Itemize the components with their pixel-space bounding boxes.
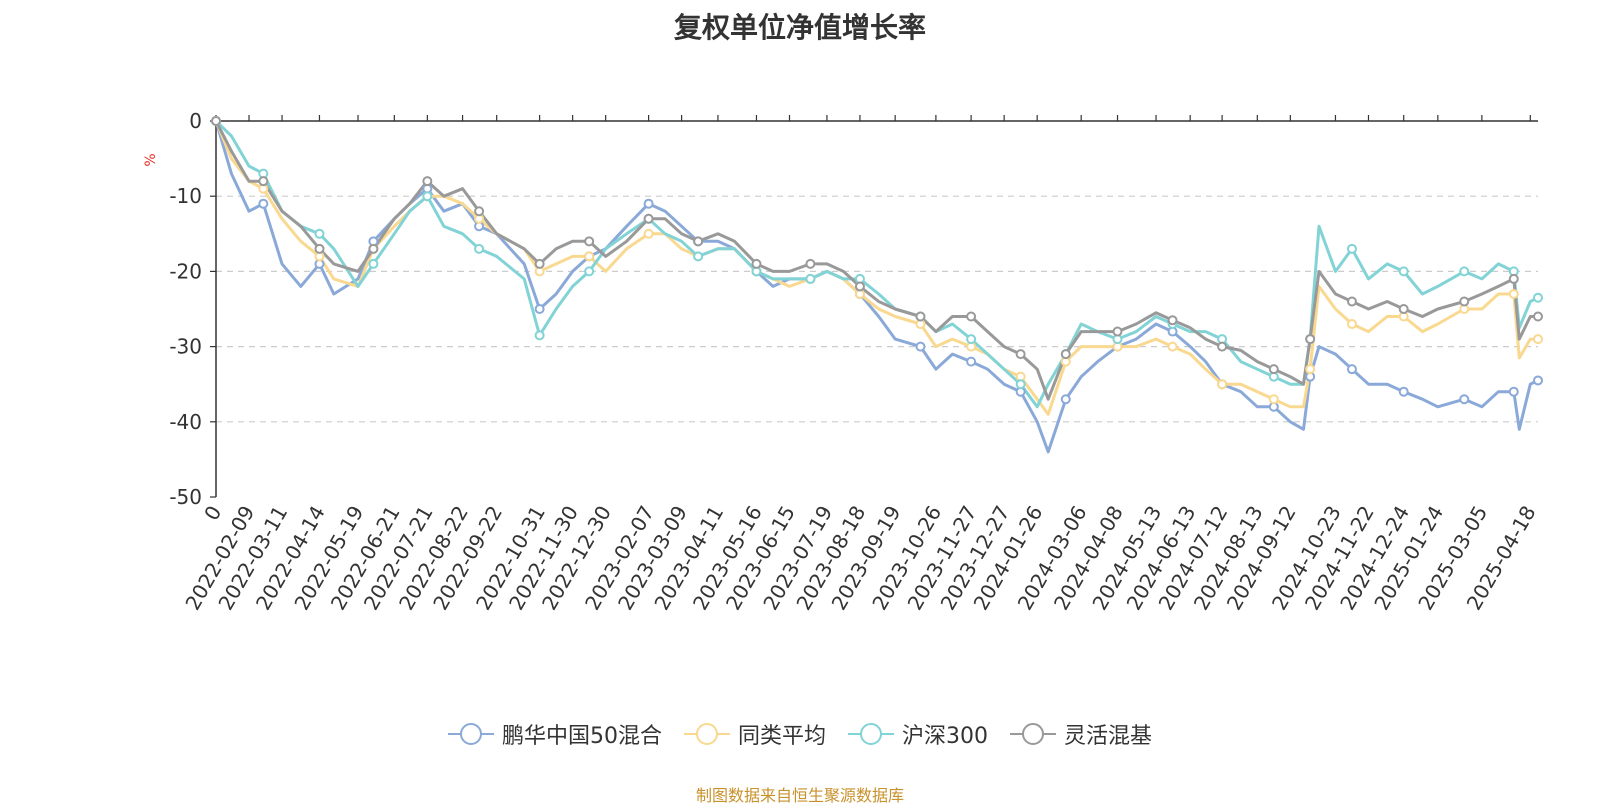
y-tick-label: -50 (169, 485, 202, 509)
series-line-2 (214, 119, 1539, 409)
data-point-marker (1459, 296, 1470, 307)
data-point-marker (1305, 334, 1316, 345)
data-point-marker (1268, 364, 1279, 375)
data-point-marker (1533, 311, 1543, 322)
data-point-marker (1346, 243, 1357, 254)
data-point-marker (643, 228, 654, 239)
data-point-marker (314, 228, 325, 239)
x-tick-label: 0 (199, 502, 226, 525)
data-point-marker (1268, 394, 1279, 405)
data-point-marker (584, 266, 595, 277)
data-point-marker (1217, 379, 1228, 390)
data-point-marker (1060, 349, 1071, 360)
data-point-marker (1167, 341, 1178, 352)
data-point-marker (805, 258, 816, 269)
data-point-marker (1112, 326, 1123, 337)
legend-swatch-icon (447, 722, 494, 746)
data-point-marker (854, 281, 865, 292)
data-point-marker (584, 251, 595, 262)
legend-swatch-icon (1010, 722, 1056, 746)
data-point-marker (1508, 273, 1519, 284)
data-point-marker (314, 243, 325, 254)
y-tick-label: -40 (169, 410, 202, 434)
legend-label: 灵活混基 (1064, 724, 1153, 749)
y-tick-label: -30 (169, 335, 202, 359)
legend-swatch-icon (683, 722, 730, 746)
data-point-marker (1459, 266, 1470, 277)
series-line-0 (214, 120, 1539, 454)
data-point-marker (1305, 364, 1316, 375)
data-point-marker (474, 206, 485, 217)
data-point-marker (1167, 315, 1178, 326)
y-tick-label: -10 (169, 184, 202, 208)
legend-item[interactable]: 灵活混基 (1010, 718, 1152, 750)
data-point-marker (751, 258, 762, 269)
legend-label: 鹏华中国50混合 (501, 724, 662, 749)
data-point-marker (1060, 394, 1071, 405)
data-point-marker (693, 251, 704, 262)
data-point-marker (474, 243, 485, 254)
data-point-marker (643, 213, 654, 224)
data-point-marker (1459, 394, 1470, 405)
data-point-marker (1346, 364, 1357, 375)
data-point-marker (966, 311, 977, 322)
data-point-marker (915, 341, 926, 352)
data-point-marker (1398, 266, 1409, 277)
data-point-marker (1533, 375, 1543, 386)
data-point-marker (1015, 379, 1026, 390)
data-point-marker (1398, 304, 1409, 314)
data-point-marker (258, 176, 269, 187)
data-point-marker (534, 258, 545, 269)
data-point-marker (1533, 334, 1543, 345)
source-note: 制图数据来自恒生聚源数据库 (695, 786, 904, 805)
data-point-marker (693, 236, 704, 247)
data-point-marker (534, 330, 545, 341)
data-point-marker (1508, 386, 1519, 397)
legend-item[interactable]: 鹏华中国50混合 (447, 718, 662, 750)
data-point-marker (211, 116, 221, 126)
data-point-marker (966, 334, 977, 345)
data-point-marker (1217, 341, 1228, 352)
legend-swatch-icon (848, 722, 894, 746)
data-point-marker (805, 273, 816, 284)
data-point-marker (1015, 349, 1026, 360)
data-point-marker (1508, 288, 1519, 299)
data-point-marker (422, 176, 433, 187)
data-point-marker (643, 198, 654, 209)
data-point-marker (584, 236, 595, 247)
legend-item[interactable]: 沪深300 (848, 718, 988, 750)
data-point-marker (966, 356, 977, 367)
data-point-marker (915, 311, 926, 322)
data-point-marker (1398, 386, 1409, 397)
data-point-marker (422, 191, 433, 202)
data-point-marker (368, 258, 379, 269)
axis-layer: 0-10-20-30-40-5002022-02-092022-03-11202… (169, 109, 1540, 614)
data-point-marker (1346, 319, 1357, 330)
data-point-marker (534, 304, 545, 314)
legend: 鹏华中国50混合 同类平均 沪深300 灵活混基 (0, 718, 1600, 750)
data-point-marker (368, 243, 379, 254)
legend-label: 沪深300 (902, 724, 988, 749)
y-axis-unit-label: % (143, 153, 159, 166)
y-tick-label: 0 (189, 109, 202, 133)
data-point-marker (258, 198, 269, 209)
legend-item[interactable]: 同类平均 (683, 718, 826, 750)
data-point-marker (1346, 296, 1357, 307)
series-layer (211, 116, 1543, 454)
chart-title: 复权单位净值增长率 (673, 11, 926, 44)
y-tick-label: -20 (169, 259, 202, 283)
data-point-marker (1533, 292, 1543, 303)
legend-label: 同类平均 (737, 724, 826, 749)
